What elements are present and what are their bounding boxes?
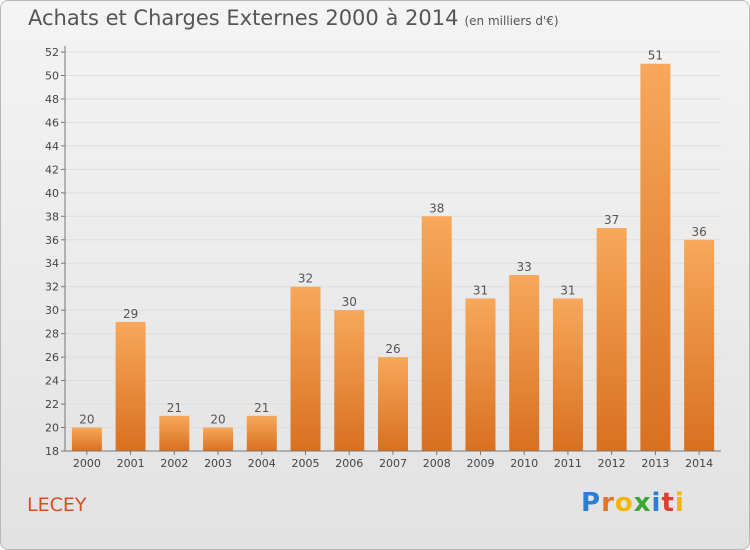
value-label: 26 [385, 342, 400, 356]
bar-2013 [640, 63, 671, 452]
y-tick-label: 44 [45, 140, 59, 153]
y-tick-label: 18 [45, 445, 59, 458]
place-name: LECEY [27, 494, 87, 516]
bar-2000 [71, 427, 102, 451]
y-tick-label: 22 [45, 398, 59, 411]
y-tick-label: 20 [45, 422, 59, 435]
bar-2011 [552, 298, 583, 451]
x-tick-label: 2014 [685, 457, 713, 470]
x-tick-label: 2011 [554, 457, 582, 470]
logo-letter: i [674, 488, 685, 518]
y-tick-label: 28 [45, 328, 59, 341]
value-label: 29 [123, 307, 138, 321]
axes: 18 20 22 24 26 28 30 32 34 36 38 40 42 44 46 48 50 52 2000… [45, 46, 721, 470]
y-tick-label: 32 [45, 281, 59, 294]
x-tick-label: 2010 [510, 457, 538, 470]
x-tick-label: 2004 [248, 457, 276, 470]
logo-letter: t [661, 488, 675, 518]
value-label: 20 [210, 413, 225, 427]
y-tick-label: 52 [45, 46, 59, 59]
value-label: 33 [517, 260, 532, 274]
x-tick-label: 2013 [641, 457, 669, 470]
x-tick-label: 2000 [73, 457, 101, 470]
bar-2005 [290, 286, 321, 451]
bar-2004 [246, 415, 277, 451]
y-tick-label: 38 [45, 210, 59, 223]
y-tick-label: 34 [45, 257, 59, 270]
bar-2007 [378, 357, 408, 451]
bar-2003 [203, 427, 234, 451]
logo-letter: P [581, 488, 602, 518]
bar-2008 [421, 216, 452, 451]
chart-title-text: Achats et Charges Externes 2000 à 2014 [28, 6, 459, 30]
value-label: 20 [79, 413, 94, 427]
bar-2010 [509, 274, 540, 451]
value-label: 31 [473, 283, 488, 297]
x-tick-label: 2007 [379, 457, 407, 470]
logo-letter: x [633, 488, 652, 518]
bar-2001 [115, 321, 146, 451]
y-tick-label: 40 [45, 187, 59, 200]
x-tick-label: 2002 [160, 457, 188, 470]
bar-2012 [596, 228, 627, 451]
chart-subtitle: (en milliers d'€) [464, 14, 559, 28]
value-label: 31 [560, 283, 575, 297]
data-labels: 20 29 21 20 21 32 30 26 38 31 33 31 37 51 36 [79, 49, 707, 427]
logo-letter: o [614, 488, 634, 518]
value-label: 21 [167, 401, 182, 415]
value-label: 21 [254, 401, 269, 415]
y-tick-label: 48 [45, 93, 59, 106]
value-label: 30 [342, 295, 357, 309]
x-tick-label: 2001 [117, 457, 145, 470]
proxiti-logo: Proxiti [581, 488, 685, 518]
y-tick-label: 26 [45, 351, 59, 364]
x-tick-label: 2012 [598, 457, 626, 470]
value-label: 51 [648, 49, 663, 63]
chart-title: Achats et Charges Externes 2000 à 2014 (e… [28, 6, 559, 30]
x-tick-label: 2008 [423, 457, 451, 470]
bar-2014 [684, 239, 715, 451]
y-tick-label: 50 [45, 69, 59, 82]
y-tick-label: 30 [45, 304, 59, 317]
x-tick-label: 2003 [204, 457, 232, 470]
logo-letter: r [601, 488, 615, 518]
y-tick-label: 46 [45, 116, 59, 129]
x-tick-label: 2005 [292, 457, 320, 470]
value-label: 37 [604, 213, 619, 227]
y-tick-label: 42 [45, 163, 59, 176]
y-tick-label: 36 [45, 234, 59, 247]
bar-2006 [334, 310, 365, 451]
x-tick-label: 2009 [466, 457, 494, 470]
value-label: 38 [429, 201, 444, 215]
value-label: 36 [691, 225, 706, 239]
x-tick-label: 2006 [335, 457, 363, 470]
bars [71, 63, 715, 452]
bar-2009 [465, 298, 496, 451]
bar-2002 [159, 415, 190, 451]
y-tick-label: 24 [45, 375, 59, 388]
value-label: 32 [298, 272, 313, 286]
logo-letter: i [651, 488, 662, 518]
